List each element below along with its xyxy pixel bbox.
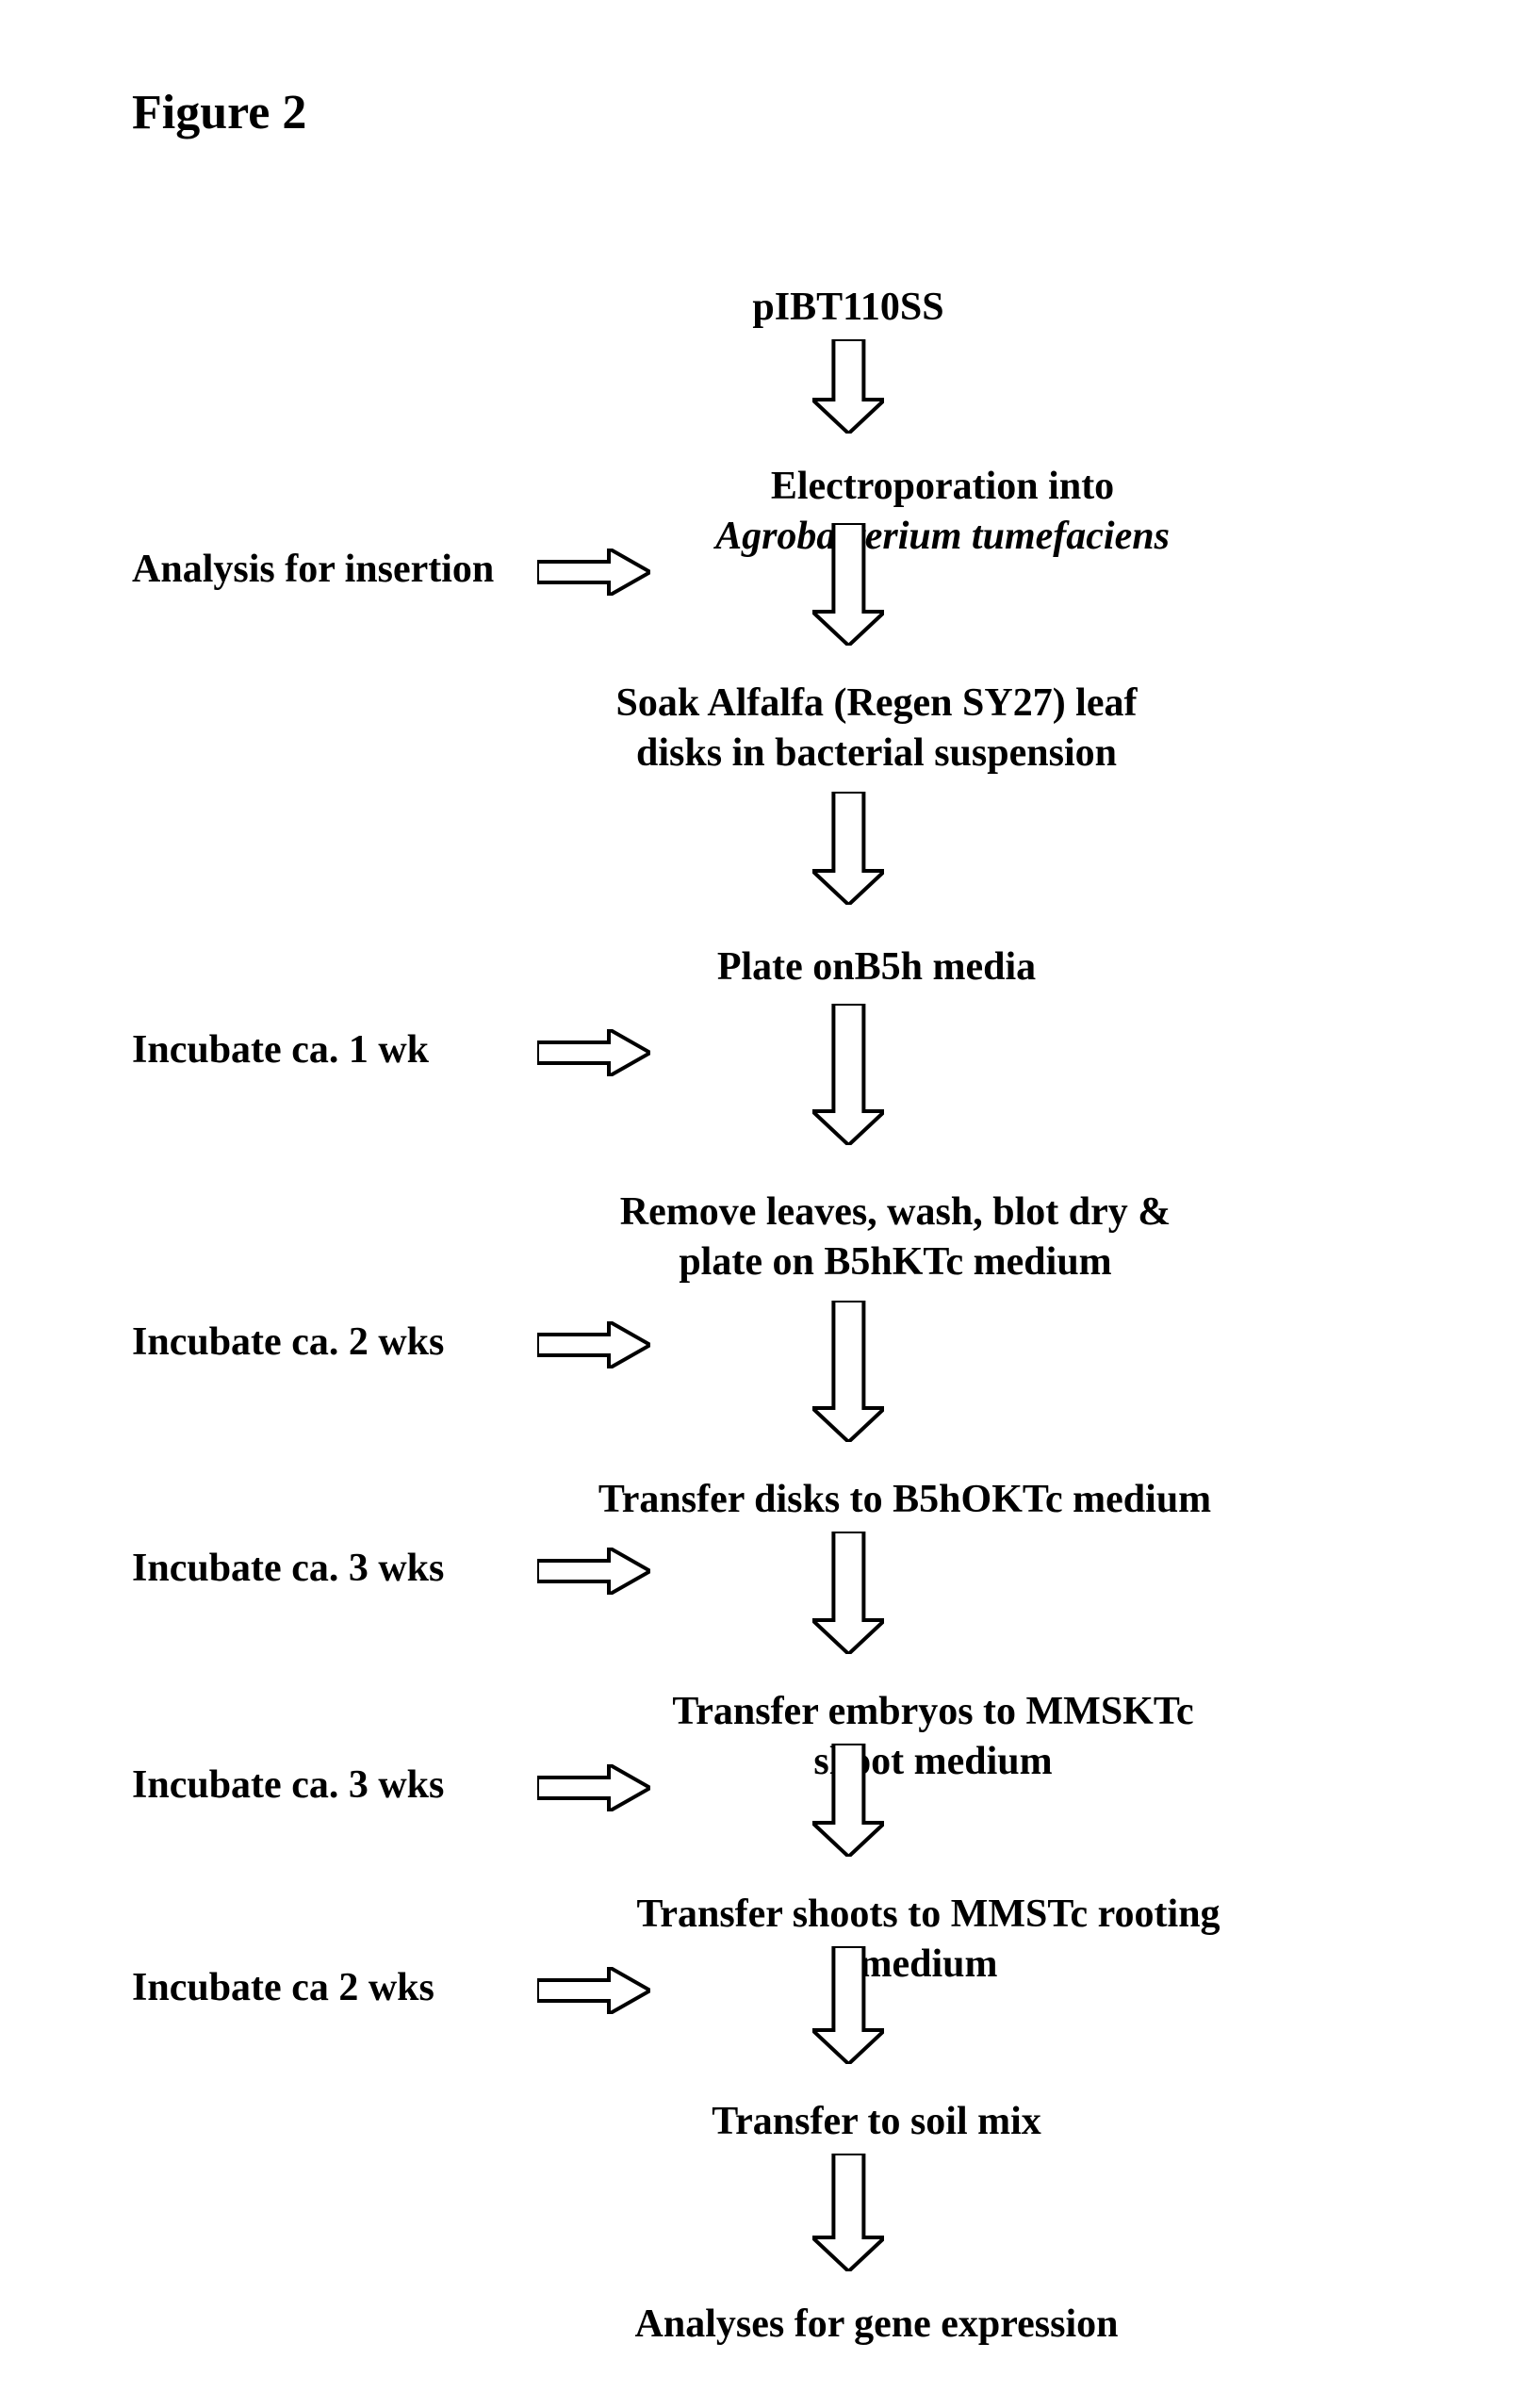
down-arrow-icon (812, 1004, 885, 1145)
down-arrow-icon (812, 792, 885, 905)
down-arrow-icon (812, 1744, 885, 1857)
right-arrow-icon (537, 1967, 650, 2014)
right-arrow-icon (537, 549, 650, 596)
right-arrow-icon (537, 1029, 650, 1076)
side-label-l5: Incubate ca. 3 wks (132, 1762, 444, 1808)
down-arrow-icon (812, 339, 885, 434)
flowchart-step-s5: Remove leaves, wash, blot dry & plate on… (620, 1188, 1171, 1286)
flowchart-step-s8: Transfer shoots to MMSTc rooting medium (623, 1890, 1235, 1989)
down-arrow-icon (812, 1946, 885, 2064)
side-label-l3: Incubate ca. 2 wks (132, 1319, 444, 1365)
figure-title: Figure 2 (132, 85, 306, 140)
side-label-l2: Incubate ca. 1 wk (132, 1027, 429, 1073)
side-label-l1: Analysis for insertion (132, 547, 494, 592)
flowchart-step-s4: Plate onB5h media (717, 942, 1036, 992)
right-arrow-icon (537, 1548, 650, 1595)
flowchart-step-s6: Transfer disks to B5hOKTc medium (598, 1475, 1211, 1525)
flowchart-step-s1: pIBT110SS (752, 283, 943, 333)
side-label-l4: Incubate ca. 3 wks (132, 1546, 444, 1591)
down-arrow-icon (812, 1301, 885, 1442)
flowchart-step-s7: Transfer embryos to MMSKTc shoot medium (630, 1687, 1237, 1786)
flowchart-step-s9: Transfer to soil mix (712, 2097, 1041, 2147)
right-arrow-icon (537, 1764, 650, 1811)
down-arrow-icon (812, 2154, 885, 2271)
down-arrow-icon (812, 523, 885, 646)
down-arrow-icon (812, 1532, 885, 1654)
right-arrow-icon (537, 1321, 650, 1368)
flowchart-step-s3: Soak Alfalfa (Regen SY27) leaf disks in … (616, 679, 1138, 778)
side-label-l6: Incubate ca 2 wks (132, 1965, 434, 2010)
flowchart-step-s2: Electroporation into Agrobacterium tumef… (644, 462, 1241, 561)
flowchart-step-s10: Analyses for gene expression (635, 2300, 1119, 2350)
